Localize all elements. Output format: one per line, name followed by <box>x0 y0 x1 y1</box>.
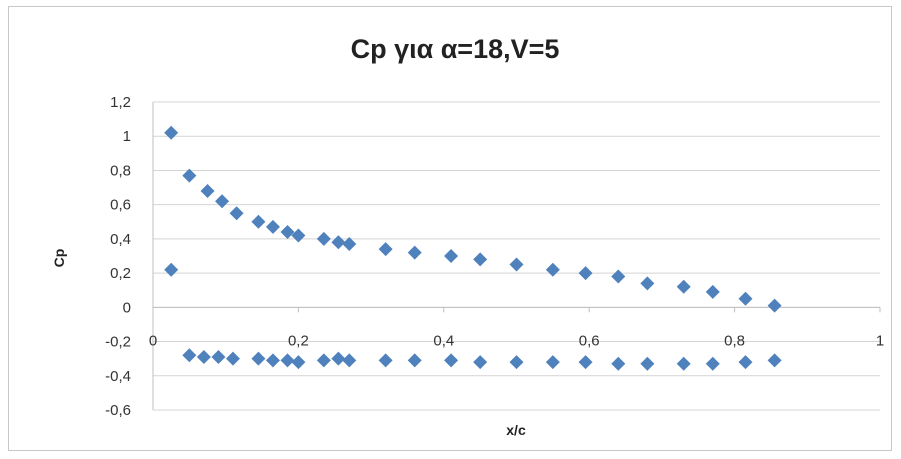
data-point-series-2 <box>225 351 240 366</box>
data-point-series-1 <box>767 298 782 313</box>
data-point-series-2 <box>331 351 346 366</box>
x-tick-label: 0,6 <box>579 332 600 349</box>
x-axis-label: x/c <box>506 422 526 438</box>
data-point-series-2 <box>407 353 422 368</box>
data-points <box>164 125 782 371</box>
data-point-series-1 <box>164 125 179 140</box>
data-point-series-2 <box>444 353 459 368</box>
y-tick-label: -0,2 <box>105 334 131 351</box>
data-point-series-1 <box>200 183 215 198</box>
data-point-series-2 <box>265 353 280 368</box>
data-point-series-2 <box>767 353 782 368</box>
data-point-series-2 <box>473 355 488 370</box>
data-point-series-1 <box>331 235 346 250</box>
x-tick-labels: 0 0,2 0,4 0,6 0,8 1 <box>149 332 884 349</box>
data-point-series-1 <box>640 276 655 291</box>
y-tick-label: 0,6 <box>110 197 131 214</box>
grid-lines <box>152 101 881 411</box>
data-point-series-1 <box>676 279 691 294</box>
y-tick-label: 0,8 <box>110 162 131 179</box>
data-point-series-1 <box>444 249 459 263</box>
data-point-series-1 <box>182 168 197 183</box>
data-point-series-1 <box>738 291 753 306</box>
data-point-series-2 <box>342 353 357 368</box>
chart-title: Cp για α=18,V=5 <box>351 34 560 64</box>
data-point-series-2 <box>578 355 593 370</box>
y-axis-label: Cp <box>51 249 67 268</box>
data-point-series-2 <box>676 356 691 371</box>
x-tick-label: 0,2 <box>288 332 309 349</box>
data-point-series-2 <box>280 353 295 368</box>
data-point-series-1 <box>280 225 295 240</box>
data-point-series-2 <box>640 356 655 371</box>
data-point-series-1 <box>215 194 230 209</box>
data-point-series-2 <box>211 349 226 364</box>
chart-frame <box>8 6 892 451</box>
data-point-series-2 <box>738 355 753 370</box>
data-point-series-1 <box>473 252 488 267</box>
data-point-series-2 <box>196 349 211 364</box>
data-point-series-2 <box>611 356 626 371</box>
y-tick-label: 0,4 <box>110 231 131 248</box>
data-point-series-1 <box>705 284 720 299</box>
data-point-series-1 <box>378 242 393 257</box>
data-point-series-2 <box>545 355 560 370</box>
data-point-series-1 <box>265 219 280 234</box>
y-tick-label: -0,6 <box>105 402 131 419</box>
x-tick-label: 0 <box>149 332 157 349</box>
data-point-series-1 <box>545 262 560 277</box>
x-tick-label: 0,4 <box>433 332 454 349</box>
y-tick-label: 0,2 <box>110 265 131 282</box>
data-point-series-2 <box>378 353 393 368</box>
y-tick-label: 1,2 <box>110 94 131 111</box>
data-point-series-1 <box>509 257 524 272</box>
data-point-series-1 <box>164 262 179 277</box>
data-point-series-1 <box>291 228 306 243</box>
data-point-series-2 <box>291 355 306 370</box>
y-tick-label: 0 <box>123 299 131 316</box>
data-point-series-1 <box>316 231 331 246</box>
data-point-series-2 <box>182 348 197 363</box>
y-tick-labels: 1,2 1 0,8 0,6 0,4 0,2 0 -0,2 -0,4 -0,6 <box>105 94 131 419</box>
y-tick-label: -0,4 <box>105 368 131 385</box>
data-point-series-2 <box>316 353 331 368</box>
y-tick-label: 1 <box>123 128 131 145</box>
data-point-series-2 <box>251 351 266 366</box>
data-point-series-1 <box>578 266 593 281</box>
x-tick-label: 1 <box>876 332 884 349</box>
data-point-series-1 <box>611 269 626 284</box>
data-point-series-2 <box>509 355 524 370</box>
x-tick-label: 0,8 <box>724 332 745 349</box>
data-point-series-1 <box>407 245 422 260</box>
data-point-series-1 <box>251 214 266 229</box>
data-point-series-1 <box>342 237 357 252</box>
data-point-series-1 <box>229 206 244 221</box>
data-point-series-2 <box>705 356 720 371</box>
